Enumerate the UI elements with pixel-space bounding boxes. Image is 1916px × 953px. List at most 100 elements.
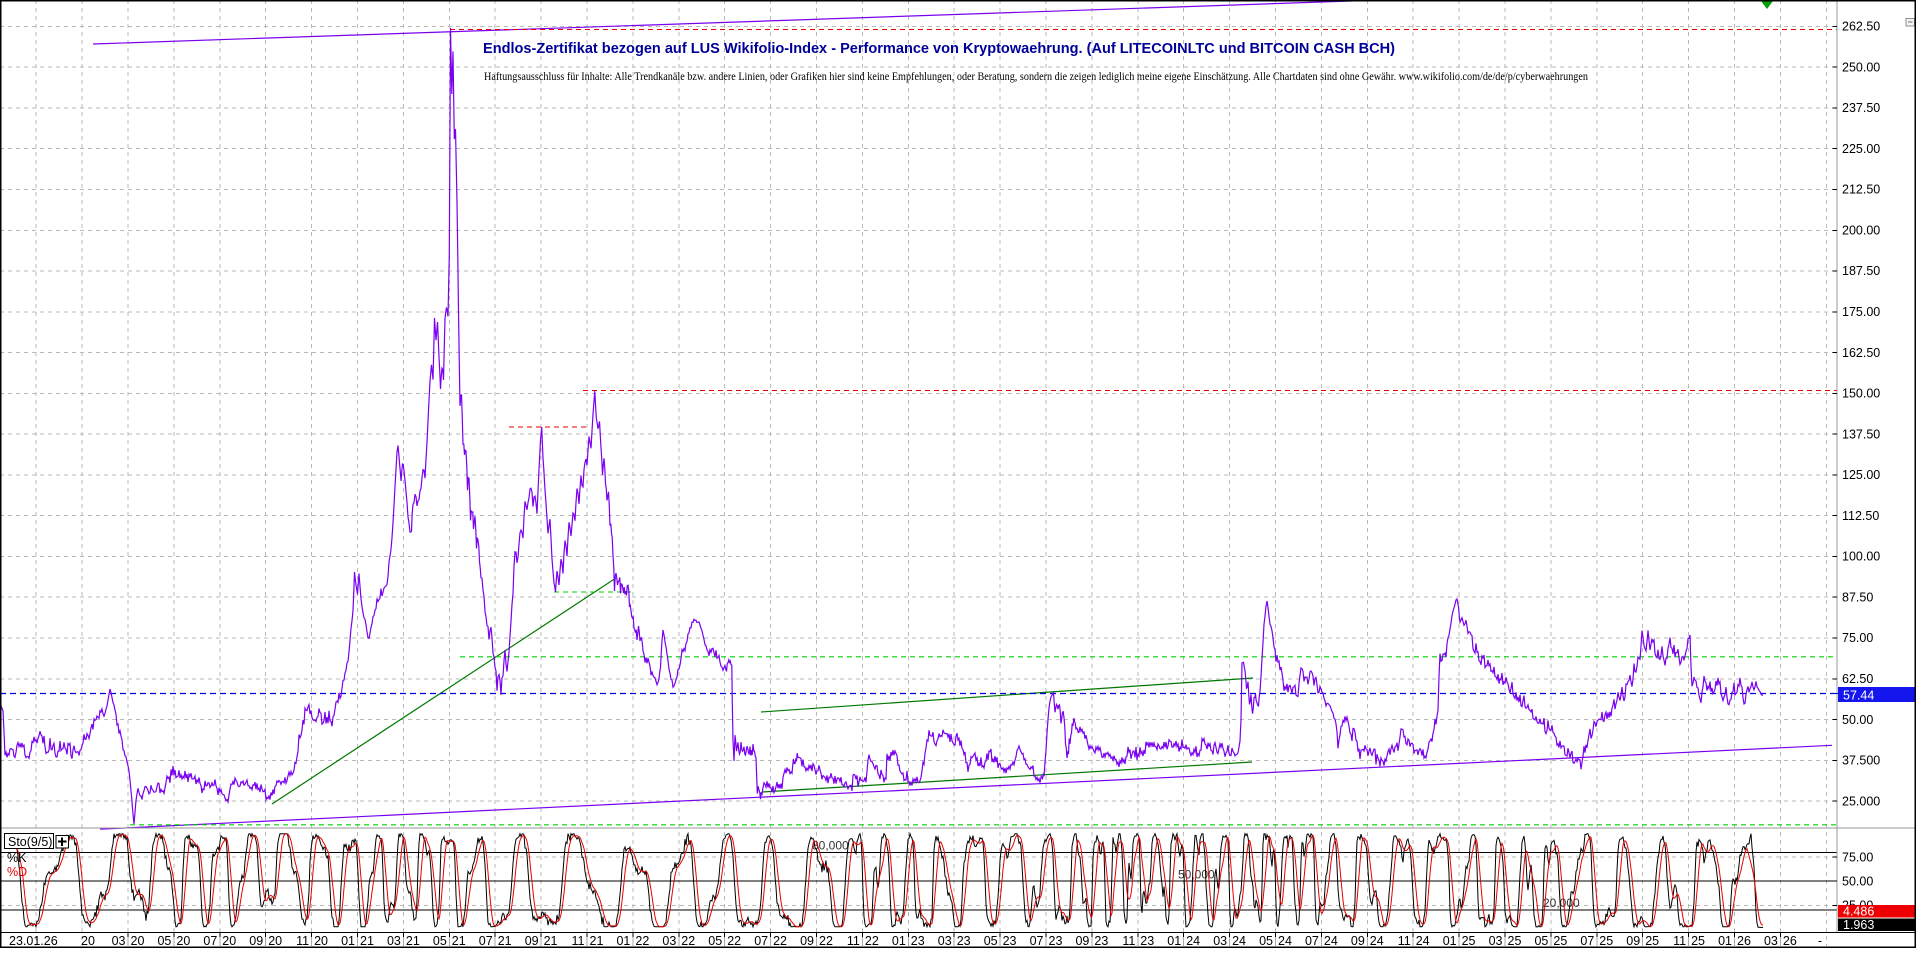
svg-text:03: 03 bbox=[1489, 934, 1503, 948]
svg-text:50.00: 50.00 bbox=[1842, 875, 1873, 889]
svg-text:150.00: 150.00 bbox=[1842, 387, 1880, 401]
svg-text:4.486: 4.486 bbox=[1843, 905, 1874, 919]
svg-text:26: 26 bbox=[1783, 934, 1797, 948]
svg-text:11: 11 bbox=[296, 934, 309, 948]
svg-text:50.00: 50.00 bbox=[1842, 713, 1873, 727]
svg-text:22: 22 bbox=[865, 934, 879, 948]
svg-text:03: 03 bbox=[938, 934, 952, 948]
svg-text:20: 20 bbox=[176, 934, 190, 948]
svg-text:01: 01 bbox=[1718, 934, 1732, 948]
svg-text:175.00: 175.00 bbox=[1842, 305, 1880, 319]
svg-text:23: 23 bbox=[957, 934, 971, 948]
svg-text:03: 03 bbox=[1213, 934, 1227, 948]
svg-text:09: 09 bbox=[1351, 934, 1365, 948]
svg-text:87.50: 87.50 bbox=[1842, 591, 1873, 605]
svg-text:21: 21 bbox=[498, 934, 512, 948]
svg-text:Endlos-Zertifikat bezogen auf: Endlos-Zertifikat bezogen auf LUS Wikifo… bbox=[483, 41, 1395, 57]
svg-text:%K: %K bbox=[7, 851, 27, 865]
svg-text:05: 05 bbox=[157, 934, 171, 948]
svg-text:24: 24 bbox=[1232, 934, 1246, 948]
svg-text:100.00: 100.00 bbox=[1842, 550, 1880, 564]
svg-text:23: 23 bbox=[1003, 934, 1017, 948]
svg-text:187.50: 187.50 bbox=[1842, 264, 1880, 278]
svg-text:212.50: 212.50 bbox=[1842, 183, 1880, 197]
svg-text:11: 11 bbox=[847, 934, 860, 948]
svg-text:05: 05 bbox=[1259, 934, 1273, 948]
svg-text:25.000: 25.000 bbox=[1842, 794, 1880, 808]
svg-text:03: 03 bbox=[112, 934, 126, 948]
svg-text:05: 05 bbox=[984, 934, 998, 948]
svg-text:22: 22 bbox=[773, 934, 787, 948]
svg-text:25: 25 bbox=[1691, 934, 1705, 948]
svg-text:22: 22 bbox=[681, 934, 695, 948]
svg-text:20: 20 bbox=[314, 934, 328, 948]
svg-text:05: 05 bbox=[1534, 934, 1548, 948]
svg-text:09: 09 bbox=[249, 934, 263, 948]
svg-text:200.00: 200.00 bbox=[1842, 224, 1880, 238]
svg-text:03: 03 bbox=[662, 934, 676, 948]
svg-text:162.50: 162.50 bbox=[1842, 346, 1880, 360]
svg-text:23.01.26: 23.01.26 bbox=[9, 934, 58, 948]
svg-text:21: 21 bbox=[452, 934, 466, 948]
svg-text:20: 20 bbox=[81, 934, 95, 948]
svg-text:137.50: 137.50 bbox=[1842, 427, 1880, 441]
svg-text:21: 21 bbox=[544, 934, 558, 948]
svg-text:20: 20 bbox=[222, 934, 236, 948]
svg-text:57.44: 57.44 bbox=[1843, 689, 1874, 703]
svg-text:250.00: 250.00 bbox=[1842, 60, 1880, 74]
svg-text:07: 07 bbox=[1305, 934, 1319, 948]
svg-text:09: 09 bbox=[1626, 934, 1640, 948]
svg-text:11: 11 bbox=[1122, 934, 1135, 948]
svg-text:07: 07 bbox=[479, 934, 493, 948]
svg-text:112.50: 112.50 bbox=[1842, 509, 1879, 523]
svg-text:07: 07 bbox=[1030, 934, 1044, 948]
svg-text:22: 22 bbox=[727, 934, 741, 948]
svg-text:03: 03 bbox=[1764, 934, 1778, 948]
svg-text:11: 11 bbox=[1673, 934, 1686, 948]
svg-text:03: 03 bbox=[387, 934, 401, 948]
svg-text:07: 07 bbox=[203, 934, 217, 948]
svg-text:262.50: 262.50 bbox=[1842, 20, 1880, 34]
svg-text:24: 24 bbox=[1186, 934, 1200, 948]
svg-text:1.963: 1.963 bbox=[1843, 918, 1874, 932]
svg-text:125.00: 125.00 bbox=[1842, 468, 1880, 482]
svg-text:25: 25 bbox=[1645, 934, 1659, 948]
svg-text:24: 24 bbox=[1416, 934, 1430, 948]
svg-text:21: 21 bbox=[406, 934, 420, 948]
svg-text:09: 09 bbox=[800, 934, 814, 948]
svg-text:07: 07 bbox=[754, 934, 768, 948]
svg-text:225.00: 225.00 bbox=[1842, 142, 1880, 156]
svg-text:%D: %D bbox=[7, 865, 27, 879]
svg-text:22: 22 bbox=[819, 934, 833, 948]
svg-text:25: 25 bbox=[1553, 934, 1567, 948]
svg-text:75.00: 75.00 bbox=[1842, 631, 1873, 645]
svg-text:01: 01 bbox=[892, 934, 906, 948]
svg-text:Sto(9/5): Sto(9/5) bbox=[8, 835, 52, 849]
svg-text:24: 24 bbox=[1324, 934, 1338, 948]
svg-text:23: 23 bbox=[1140, 934, 1154, 948]
svg-text:237.50: 237.50 bbox=[1842, 101, 1880, 115]
svg-text:01: 01 bbox=[341, 934, 355, 948]
svg-text:20: 20 bbox=[268, 934, 282, 948]
svg-text:26: 26 bbox=[1737, 934, 1751, 948]
svg-text:20: 20 bbox=[131, 934, 145, 948]
svg-text:21: 21 bbox=[360, 934, 374, 948]
svg-text:25: 25 bbox=[1508, 934, 1522, 948]
svg-text:37.500: 37.500 bbox=[1842, 754, 1880, 768]
svg-text:01: 01 bbox=[1443, 934, 1457, 948]
svg-text:01: 01 bbox=[616, 934, 630, 948]
svg-text:Haftungsausschluss für Inhalte: Haftungsausschluss für Inhalte: Alle Tre… bbox=[484, 71, 1588, 83]
svg-text:22: 22 bbox=[635, 934, 649, 948]
svg-text:24: 24 bbox=[1370, 934, 1384, 948]
svg-text:75.00: 75.00 bbox=[1842, 850, 1873, 864]
svg-text:80,000: 80,000 bbox=[812, 838, 849, 852]
svg-text:05: 05 bbox=[433, 934, 447, 948]
svg-text:07: 07 bbox=[1580, 934, 1594, 948]
svg-text:25: 25 bbox=[1599, 934, 1613, 948]
svg-text:05: 05 bbox=[708, 934, 722, 948]
svg-text:23: 23 bbox=[1094, 934, 1108, 948]
svg-text:25: 25 bbox=[1462, 934, 1476, 948]
svg-text:24: 24 bbox=[1278, 934, 1292, 948]
svg-text:21: 21 bbox=[590, 934, 604, 948]
svg-text:-: - bbox=[1818, 934, 1822, 948]
